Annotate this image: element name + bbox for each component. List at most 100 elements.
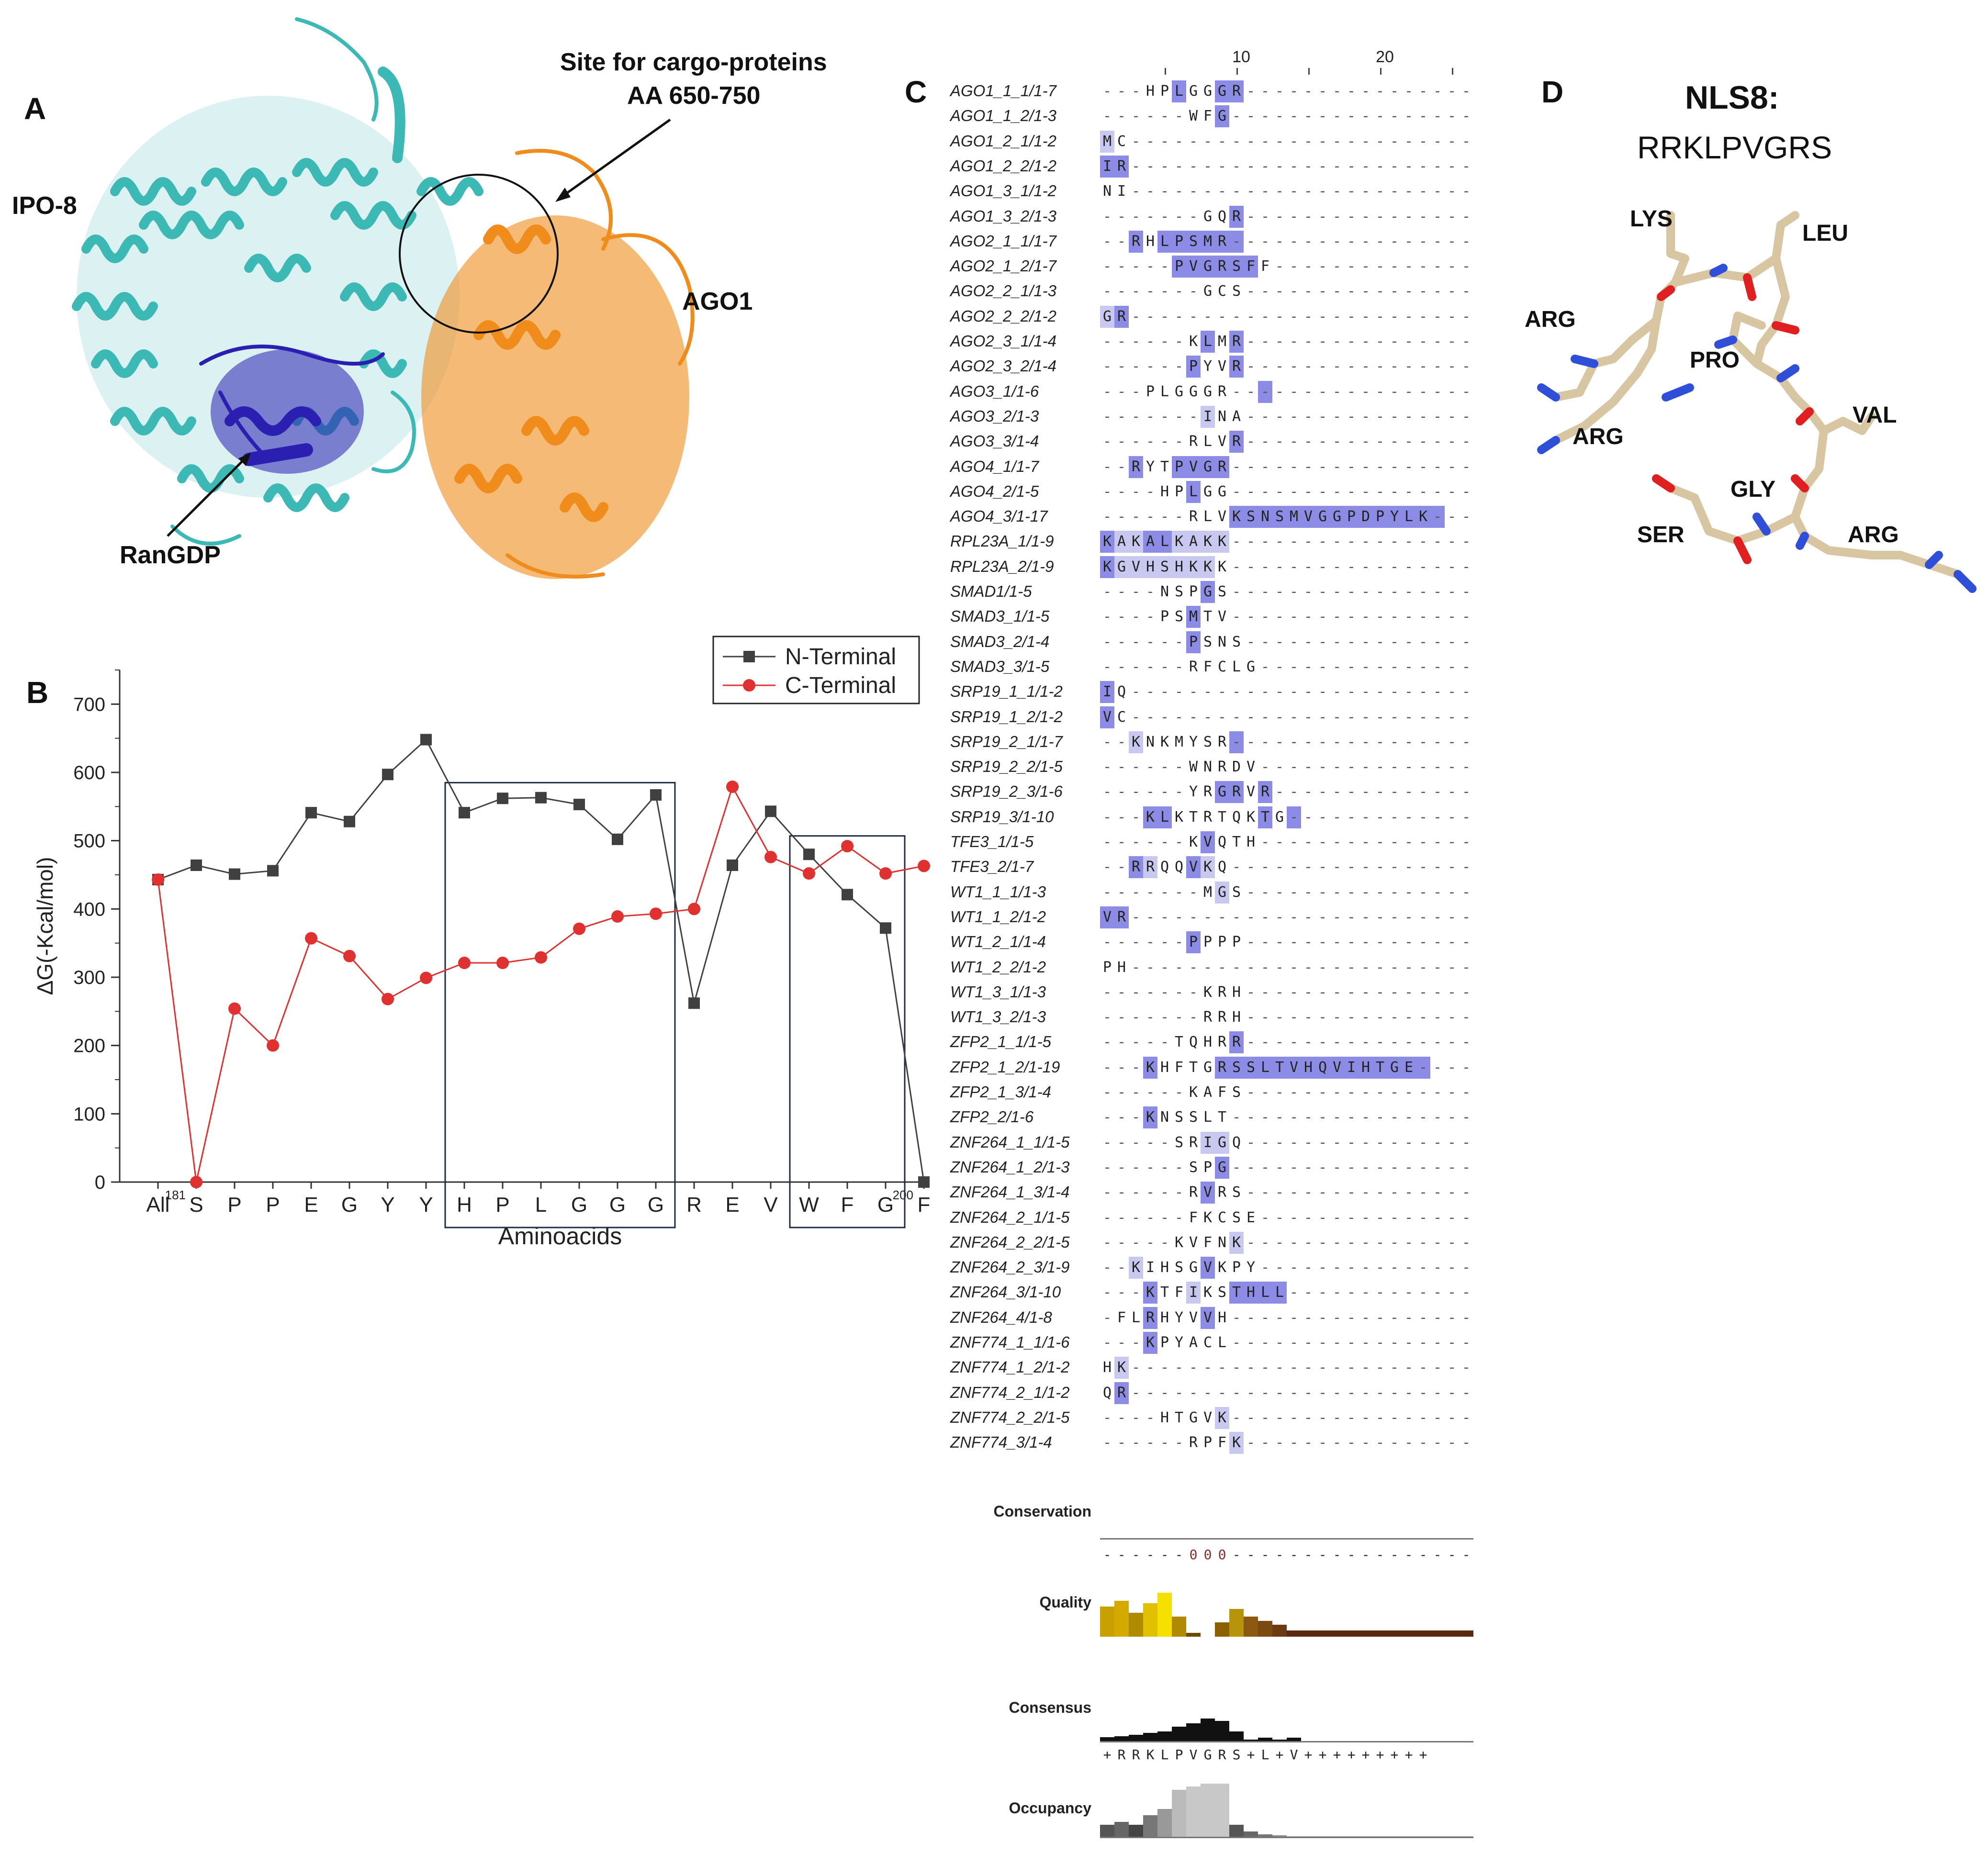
residue-cell: - [1232,1409,1241,1426]
residue-cell: - [1102,1134,1112,1151]
residue-cell: - [1203,1384,1213,1401]
sequence-name: AGO2_3_1/1-4 [950,332,1056,350]
residue-cell: P [1344,506,1359,528]
residue-cell: - [1318,583,1327,600]
residue-cell: - [1461,358,1471,375]
residue-cell: - [1275,283,1284,300]
residue-cell: - [1260,333,1270,350]
residue-cell: M [1217,333,1227,350]
residue-cell: - [1418,859,1428,876]
residue-cell: - [1418,934,1428,951]
residue-cell: H [1146,233,1155,250]
residue-cell: - [1232,1109,1241,1126]
residue-cell: - [1433,83,1442,100]
residue-cell: - [1289,1134,1299,1151]
residue-cell: - [1260,1234,1270,1251]
ipo8-label: IPO-8 [12,192,77,220]
sequence-name: AGO2_2_2/1-2 [950,307,1056,325]
residue-cell: - [1332,808,1342,826]
residue-cell: - [1146,583,1155,600]
residue-cell: - [1131,1084,1141,1101]
residue-cell: - [1447,708,1457,726]
residue-cell: - [1375,483,1385,500]
residue-cell: - [1174,408,1184,425]
residue-cell: - [1447,808,1457,826]
residue-cell: - [1318,308,1327,325]
residue-cell: T [1160,1284,1169,1301]
residue-cell: - [1418,658,1428,675]
residue-cell: G [1217,483,1227,500]
residue-cell: - [1318,808,1327,826]
alignment-annotation-tracks: Conservation - - - - - -0 0 0- - - - - - - - - - - - - - - - - Qu… [890,1493,1474,1838]
residue-cell: - [1347,759,1356,776]
residue-cell: - [1318,208,1327,225]
residue-cell: - [1361,1009,1370,1026]
quality-bar [1359,1630,1373,1637]
residue-cell: G [1203,483,1213,500]
sequence-name: SRP19_3/1-10 [950,807,1054,826]
residue-cell: - [1390,157,1399,175]
residue-cell: C [1217,1209,1227,1226]
residue-cell: - [1461,258,1471,275]
residue-cell: - [1461,1109,1471,1126]
residue-cell: - [1131,683,1141,701]
residue-cell: - [1174,983,1184,1001]
residue-cell: K [1143,1282,1157,1304]
x-tick-label: G [609,1193,626,1217]
legend-label: C-Terminal [785,673,896,698]
residue-cell: S [1174,1134,1184,1151]
residue-cell: F [1244,256,1258,278]
data-point [152,873,164,886]
quality-bar [1186,1633,1201,1637]
residue-cell: - [1146,1359,1155,1376]
residue-cell: - [1117,1234,1126,1251]
residue-cell: - [1347,934,1356,951]
residue-cell: - [1303,83,1313,100]
residue-cell: - [1131,283,1141,300]
residue-cell: - [1447,1409,1457,1426]
y-tick-label: 600 [73,762,105,783]
residue-cell: - [1303,233,1313,250]
residue-cell: - [1318,533,1327,550]
residue-cell: - [1131,783,1141,801]
residue-cell: - [1303,1334,1313,1351]
residue-cell: - [1289,1009,1299,1026]
residue-cell: - [1117,258,1126,275]
residue-cell: - [1461,1359,1471,1376]
residue-cell: - [1390,983,1399,1001]
residue-cell: - [1375,1309,1385,1326]
residue-cell: K [1246,808,1256,826]
residue-cell: - [1347,708,1356,726]
residue-cell: - [1461,308,1471,325]
residue-cell: - [1347,883,1356,901]
residue-cell: L [1160,383,1169,400]
residue-cell: - [1361,1434,1370,1451]
residue-cell: L [1131,1309,1141,1326]
residue-cell: - [1318,859,1327,876]
residue-cell: H [1217,1309,1227,1326]
residue-cell: - [1303,783,1313,801]
residue-cell: - [1232,683,1241,701]
residue-cell: - [1289,433,1299,450]
residue-cell: - [1418,808,1428,826]
residue-cell: - [1160,834,1169,850]
residue-cell: - [1246,733,1256,750]
residue-cell: - [1131,1184,1141,1201]
residue-cell: - [1418,759,1428,776]
y-axis-title: ΔG(-Kcal/mol) [33,857,57,995]
residue-cell: - [1131,633,1141,650]
residue-cell: - [1289,759,1299,776]
data-point [803,848,815,860]
ruler-tick [1308,68,1310,75]
residue-cell: - [1433,1309,1442,1326]
residue-cell: - [1303,1384,1313,1401]
residue-cell: - [1418,783,1428,801]
residue-cell: V [1217,608,1227,625]
residue-cell: - [1433,1384,1442,1401]
residue-cell: - [1246,633,1256,650]
residue-cell: - [1160,258,1169,275]
residue-cell: P [1174,483,1184,500]
residue-cell: - [1303,483,1313,500]
residue-cell: - [1332,759,1342,776]
residue-cell: - [1361,408,1370,425]
